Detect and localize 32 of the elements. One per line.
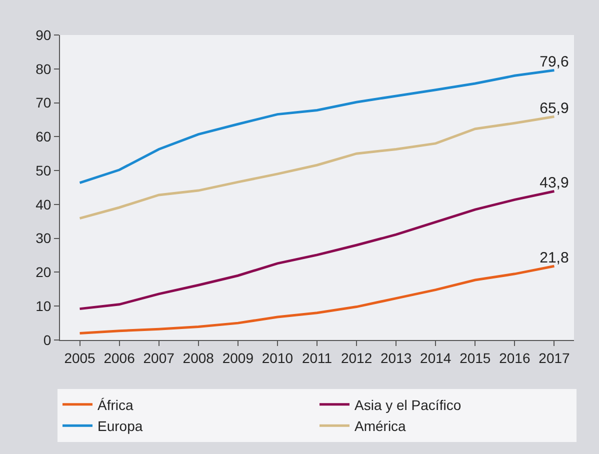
x-tick-label: 2007	[143, 350, 175, 366]
x-tick-label: 2012	[340, 350, 372, 366]
y-tick-label: 80	[36, 60, 52, 77]
x-tick-label: 2006	[104, 350, 136, 366]
x-tick-label: 2017	[538, 350, 570, 366]
x-tick-label: 2015	[460, 350, 491, 366]
legend-label: América	[354, 418, 406, 434]
data-label: 43,9	[540, 174, 569, 192]
y-tick-label: 20	[36, 264, 52, 280]
x-tick-label: 2005	[64, 350, 96, 366]
legend-label: Europa	[98, 418, 143, 434]
y-tick-label: 60	[36, 128, 52, 145]
data-label: 65,9	[540, 100, 569, 117]
y-tick-label: 40	[36, 196, 52, 212]
legend-label: Asia y el Pacífico	[354, 396, 462, 413]
y-tick-label: 10	[36, 298, 52, 314]
y-tick-label: 90	[36, 26, 52, 43]
y-tick-label: 70	[36, 94, 52, 111]
x-tick-label: 2010	[262, 350, 294, 366]
x-tick-label: 2009	[222, 350, 254, 366]
x-tick-label: 2016	[499, 350, 530, 366]
data-label: 79,6	[540, 53, 569, 70]
x-tick-label: 2013	[380, 350, 412, 366]
x-tick-label: 2008	[182, 350, 214, 366]
legend-label: África	[98, 396, 134, 413]
line-series	[78, 264, 556, 334]
x-tick-label: 2011	[302, 350, 332, 366]
data-label: 21,8	[540, 249, 569, 266]
y-tick-label: 0	[43, 332, 52, 348]
x-tick-label: 2014	[420, 350, 452, 366]
y-tick-label: 50	[36, 162, 52, 178]
y-tick-label: 30	[36, 230, 52, 246]
